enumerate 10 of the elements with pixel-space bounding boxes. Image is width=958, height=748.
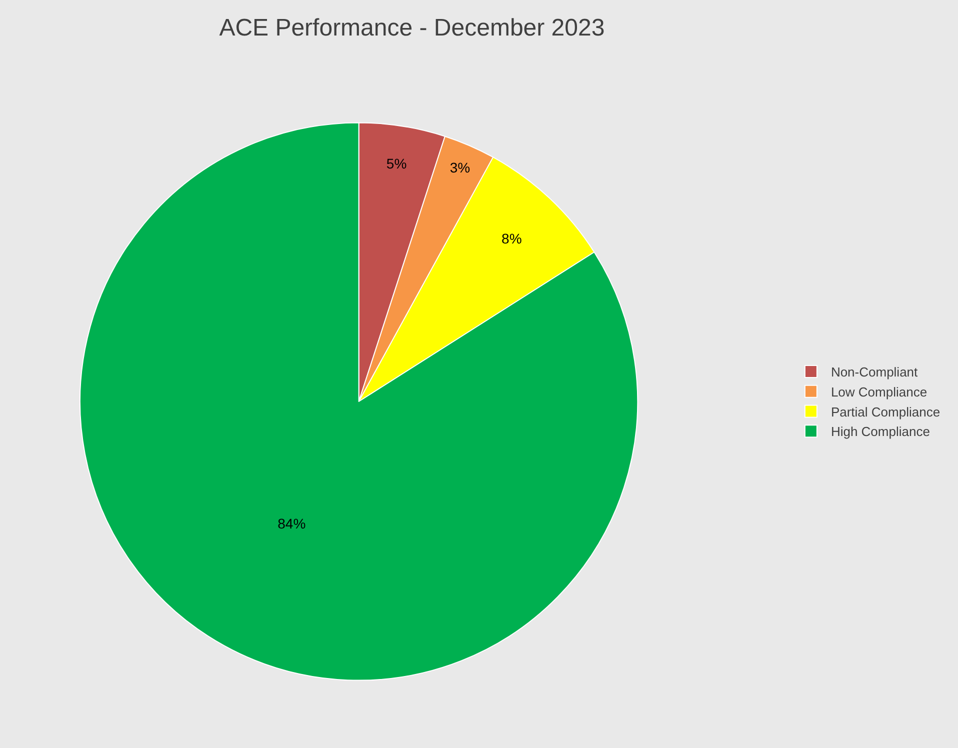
pie-slice	[80, 122, 638, 680]
data-label: 3%	[450, 160, 470, 176]
data-label: 8%	[502, 230, 522, 247]
data-label: 5%	[386, 155, 407, 172]
legend-label: Low Compliance	[830, 384, 928, 400]
chart-title: ACE Performance - December 2023	[219, 14, 605, 42]
legend-label: Non-Compliant	[830, 364, 918, 380]
legend-label: Partial Compliance	[830, 404, 940, 420]
legend-label: High Compliance	[830, 424, 930, 440]
data-label: 84%	[278, 516, 306, 532]
